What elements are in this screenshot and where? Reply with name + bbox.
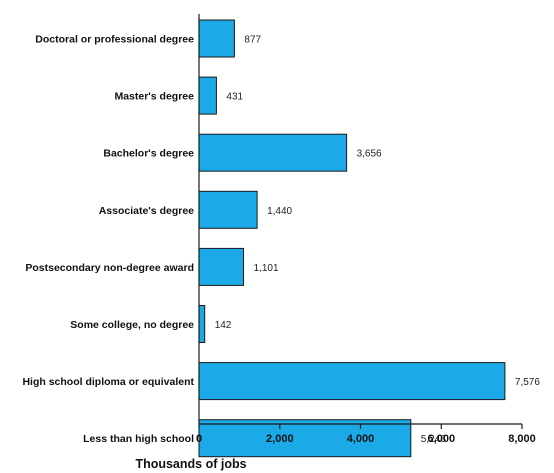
data-label: 7,576 (515, 377, 540, 388)
bar (198, 76, 217, 115)
bar (198, 247, 244, 286)
category-label: Doctoral or professional degree (35, 34, 194, 46)
data-label: 3,656 (357, 149, 382, 160)
bar (198, 305, 206, 343)
category-label: Some college, no degree (70, 319, 194, 331)
category-label: High school diploma or equivalent (22, 376, 194, 388)
x-tick-label: 6,000 (428, 433, 456, 445)
data-label: 1,101 (254, 263, 279, 274)
x-tick-label: 4,000 (347, 433, 375, 445)
category-label: Bachelor's degree (103, 148, 194, 160)
category-label: Postsecondary non-degree award (25, 262, 194, 274)
bar (198, 133, 348, 172)
bar (198, 362, 506, 401)
data-label: 431 (226, 92, 243, 103)
x-tick-label: 2,000 (266, 433, 294, 445)
category-label: Associate's degree (99, 205, 194, 217)
data-label: 1,440 (267, 206, 292, 217)
bar (198, 190, 258, 229)
bars: Doctoral or professional degree 877 Master… (22, 19, 540, 458)
bar (198, 419, 412, 458)
x-axis-ticks: 0 2,000 4,000 6,000 8,000 (196, 424, 536, 445)
x-tick-label: 0 (196, 433, 202, 445)
x-tick-label: 8,000 (508, 433, 536, 445)
data-label: 877 (244, 35, 261, 46)
bar (198, 19, 235, 58)
data-label: 5,246 (421, 434, 446, 445)
data-label: 142 (215, 320, 232, 331)
x-axis-title: Thousands of jobs (135, 457, 246, 471)
category-label: Master's degree (114, 91, 194, 103)
category-label: Less than high school (83, 433, 194, 445)
